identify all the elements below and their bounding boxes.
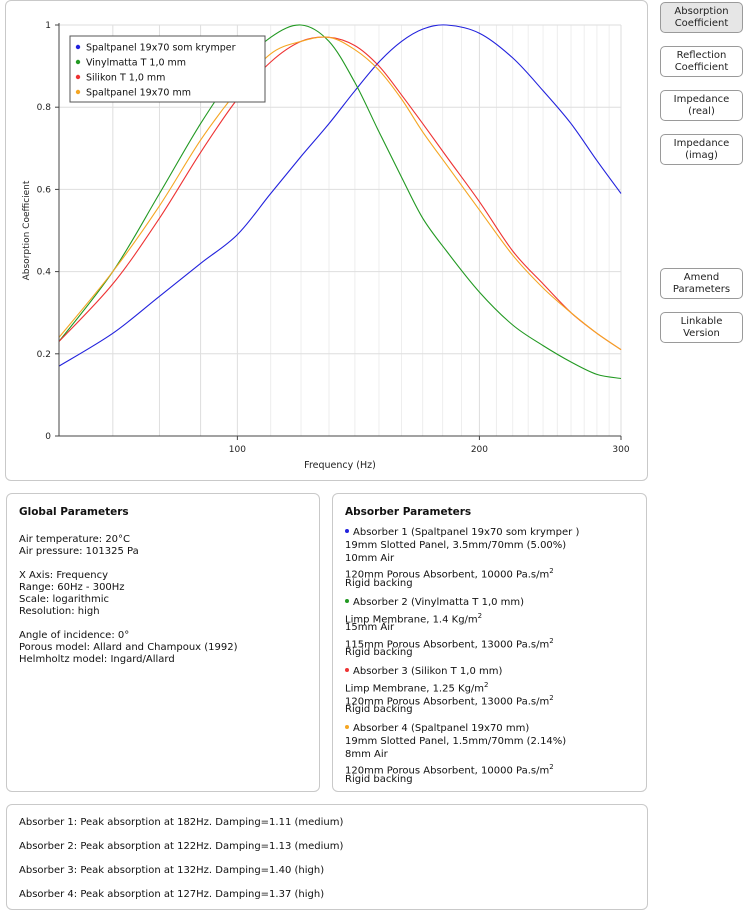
absorber-heading-text: Absorber 1 (Spaltpanel 19x70 som krymper…: [353, 527, 580, 538]
button-label-line1: Absorption: [674, 5, 729, 17]
chart-panel: 0 0.2 0.4 0.6 0.8 1 100 200 300 Frequency (Hz) Abs…: [5, 0, 648, 481]
absorber-heading-text: Absorber 2 (Vinylmatta T 1,0 mm): [353, 596, 525, 608]
absorber-parameter-line: Rigid backing: [345, 773, 413, 785]
absorber-parameter-line: Limp Membrane, 1.25 Kg/m2: [345, 681, 489, 695]
series-line-4: [58, 36, 622, 351]
chart-legend: Spaltpanel 19x70 som krymper Vinylmatta T…: [69, 35, 266, 103]
button-label-line2: Coefficient: [674, 61, 729, 73]
button-label-line2: (real): [688, 105, 715, 117]
chart-axes: 0 0.2 0.4 0.6 0.8 1 100 200 300 Frequency (Hz) Abs…: [22, 21, 630, 471]
button-label-line1: Amend: [683, 271, 720, 283]
absorber-heading-text: Absorber 4 (Spaltpanel 19x70 mm): [353, 723, 530, 734]
absorber-parameter-line: 115mm Porous Absorbent, 13000 Pa.s/m2: [345, 636, 554, 650]
button-label-line2: (imag): [685, 149, 718, 161]
legend-label: Spaltpanel 19x70 som krymper: [86, 43, 236, 54]
global-parameter-line: Porous model: Allard and Champoux (1992): [19, 642, 238, 653]
global-parameter-line: Range: 60Hz - 300Hz: [19, 582, 125, 593]
absorber-parameter-line: 15mm Air: [345, 622, 395, 633]
legend-marker: [75, 74, 81, 80]
button-label-line1: Impedance: [673, 93, 730, 105]
button-label-line1: Impedance: [673, 137, 730, 149]
amend-parameters-button[interactable]: Amend Parameters: [660, 268, 743, 299]
absorption-coefficient-button[interactable]: Absorption Coefficient: [660, 2, 743, 33]
series-line-1: [58, 24, 622, 367]
legend-marker: [75, 59, 81, 65]
global-parameter-line: Angle of incidence: 0°: [19, 630, 130, 641]
legend-label: Spaltpanel 19x70 mm: [86, 88, 191, 99]
absorber-parameter-line: 19mm Slotted Panel, 3.5mm/70mm (5.00%): [345, 540, 567, 551]
legend-marker: [75, 89, 81, 95]
result-line-3: Absorber 3: Peak absorption at 132Hz. Da…: [19, 865, 325, 876]
absorber-heading-3: Absorber 3 (Silikon T 1,0 mm): [345, 666, 502, 678]
y-tick-label: 0.8: [37, 103, 52, 113]
absorber-parameter-line: 19mm Slotted Panel, 1.5mm/70mm (2.14%): [345, 736, 567, 747]
absorption-chart: 0 0.2 0.4 0.6 0.8 1 100 200 300 Frequency (Hz) Abs…: [22, 21, 630, 471]
absorber-color-dot: [345, 725, 349, 729]
global-parameters-panel: Global Parameters Air temperature: 20°C A…: [6, 493, 320, 792]
button-label-line2: Coefficient: [674, 17, 729, 29]
legend-box: [69, 35, 266, 103]
absorber-heading-text: Absorber 3 (Silikon T 1,0 mm): [353, 666, 503, 677]
y-tick-label: 0.2: [37, 350, 51, 360]
absorber-parameter-line: 120mm Porous Absorbent, 13000 Pa.s/m2: [345, 693, 554, 707]
chart-series: [58, 24, 622, 380]
impedance-real-button[interactable]: Impedance (real): [660, 90, 743, 121]
absorber-parameter-line: Rigid backing: [345, 704, 413, 715]
y-tick-label: 0.6: [37, 185, 52, 195]
absorber-parameter-line: 120mm Porous Absorbent, 10000 Pa.s/m2: [345, 567, 554, 581]
y-tick-label: 1: [45, 21, 51, 31]
legend-label: Silikon T 1,0 mm: [86, 73, 165, 84]
y-axis-label: Absorption Coefficient: [22, 180, 32, 280]
absorber-color-dot: [345, 598, 349, 603]
absorber-color-dot: [345, 668, 349, 672]
y-tick-label: 0: [45, 432, 51, 442]
button-label-line2: Version: [683, 327, 720, 339]
legend-marker: [75, 44, 81, 50]
button-label-line1: Linkable: [680, 315, 723, 327]
x-axis-label: Frequency (Hz): [304, 460, 376, 471]
x-tick-label: 100: [229, 445, 246, 455]
global-parameter-line: Air temperature: 20°C: [19, 534, 131, 545]
absorber-parameter-line: 8mm Air: [345, 748, 388, 760]
absorber-parameter-line: Limp Membrane, 1.4 Kg/m2: [345, 611, 483, 625]
button-label-line1: Reflection: [676, 49, 727, 61]
series-line-3: [58, 36, 622, 351]
legend-label: Vinylmatta T 1,0 mm: [86, 58, 186, 69]
y-tick-label: 0.4: [37, 268, 52, 278]
reflection-coefficient-button[interactable]: Reflection Coefficient: [660, 46, 743, 77]
absorber-parameters-panel: Absorber Parameters Absorber 1 (Spaltpan…: [332, 493, 647, 792]
impedance-imag-button[interactable]: Impedance (imag): [660, 134, 743, 165]
absorber-parameter-line: Rigid backing: [345, 647, 413, 658]
series-line-2: [58, 24, 622, 380]
absorber-heading-4: Absorber 4 (Spaltpanel 19x70 mm): [345, 723, 529, 735]
absorber-heading-2: Absorber 2 (Vinylmatta T 1,0 mm): [345, 597, 524, 609]
absorber-parameter-line: 10mm Air: [345, 552, 395, 564]
global-parameters-title: Global Parameters: [19, 506, 129, 518]
absorber-parameter-line: Rigid backing: [345, 577, 413, 589]
global-parameter-line: Scale: logarithmic: [19, 594, 109, 605]
linkable-version-button[interactable]: Linkable Version: [660, 312, 743, 343]
result-line-1: Absorber 1: Peak absorption at 182Hz. Da…: [19, 817, 344, 828]
global-parameter-line: X Axis: Frequency: [19, 570, 108, 581]
global-parameter-line: Resolution: high: [19, 606, 100, 617]
x-tick-label: 200: [471, 445, 488, 455]
x-tick-label: 300: [612, 445, 629, 455]
absorber-parameter-line: 120mm Porous Absorbent, 10000 Pa.s/m2: [345, 763, 554, 777]
results-panel: Absorber 1: Peak absorption at 182Hz. Da…: [6, 804, 648, 910]
absorber-color-dot: [345, 529, 349, 533]
button-label-line2: Parameters: [672, 283, 731, 295]
result-line-4: Absorber 4: Peak absorption at 127Hz. Da…: [19, 889, 325, 900]
absorber-heading-1: Absorber 1 (Spaltpanel 19x70 som krymper…: [345, 527, 579, 539]
global-parameter-line: Helmholtz model: Ingard/Allard: [19, 654, 175, 665]
absorber-parameters-title: Absorber Parameters: [345, 506, 472, 518]
global-parameter-line: Air pressure: 101325 Pa: [19, 546, 139, 557]
result-line-2: Absorber 2: Peak absorption at 122Hz. Da…: [19, 841, 344, 852]
